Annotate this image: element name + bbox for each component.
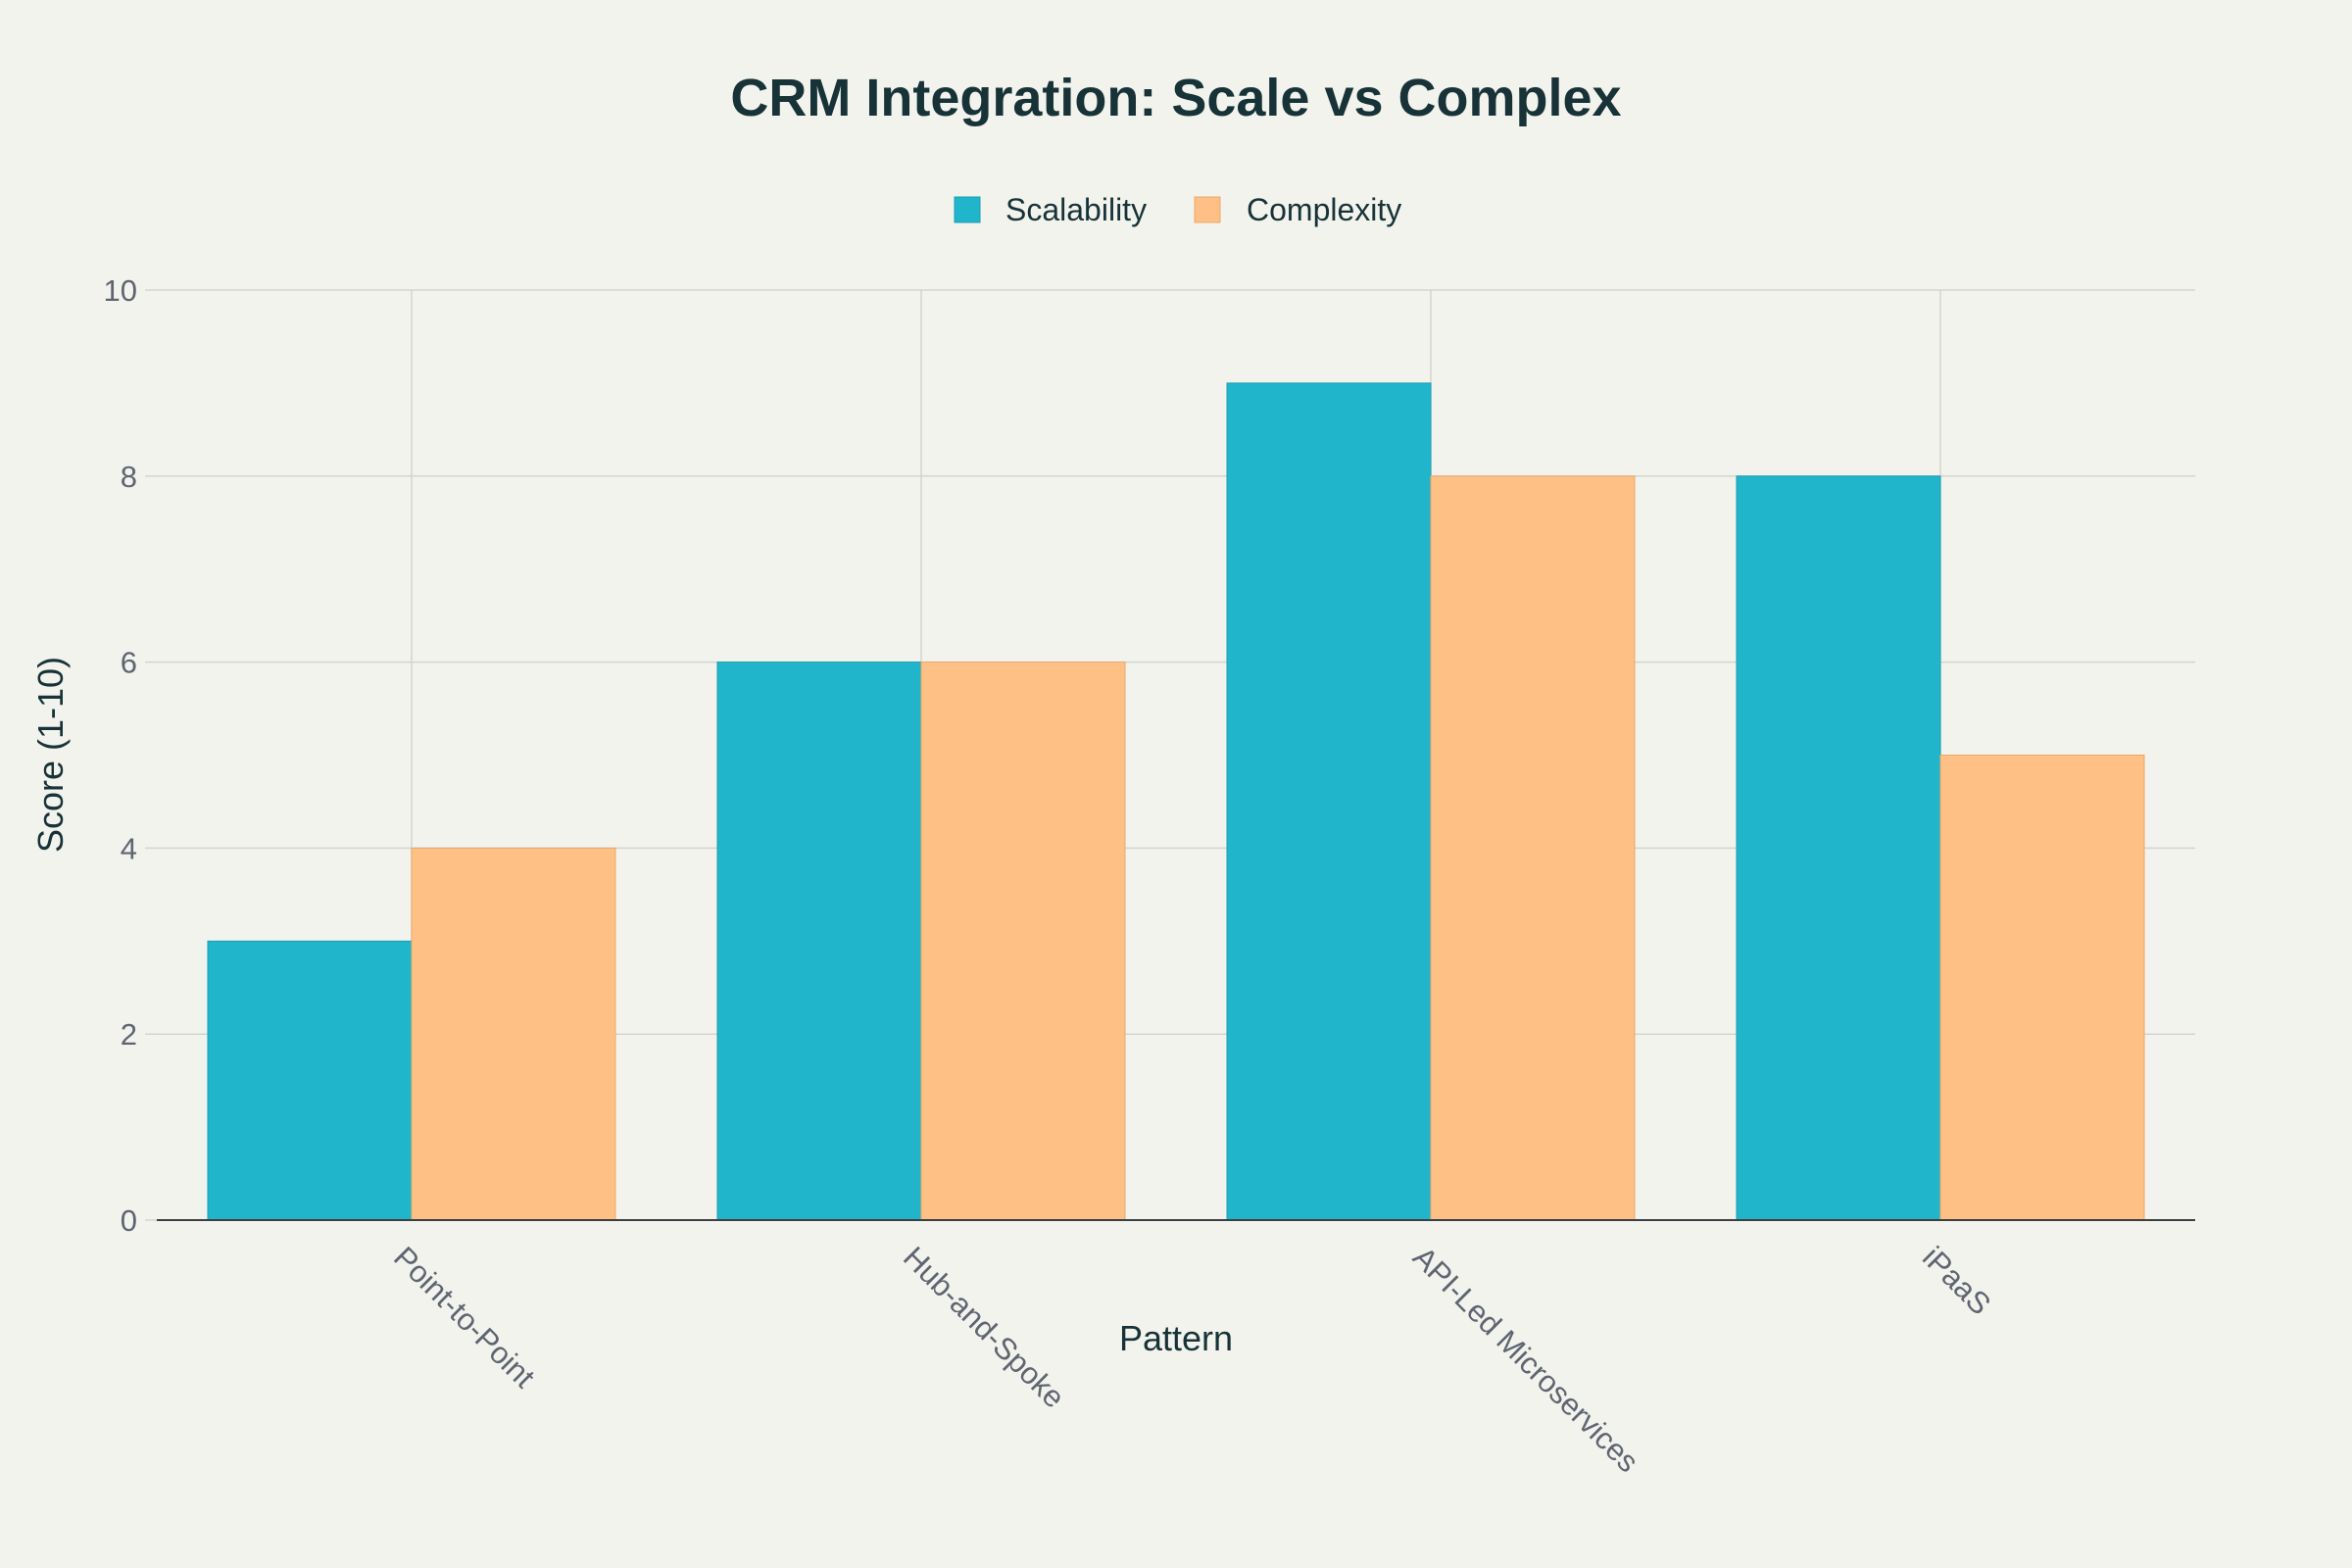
legend-label-scalability: Scalability [1005, 192, 1147, 227]
chart-title: CRM Integration: Scale vs Complex [730, 69, 1621, 127]
y-tick-label-0: 0 [121, 1203, 137, 1238]
bar-scalability-hub-and-spoke [716, 662, 922, 1221]
y-tick-label-8: 8 [121, 460, 137, 494]
x-tick-label-point-to-point: Point-to-Point [387, 1240, 542, 1395]
bar-complexity-point-to-point [411, 847, 616, 1221]
legend-swatch-complexity [1194, 196, 1221, 223]
x-axis-ticks: Point-to-Point Hub-and-Spoke API-Led Micro… [387, 1240, 1997, 1479]
legend-swatch-scalability [954, 196, 981, 223]
x-tick-label-ipaas: iPaaS [1916, 1240, 1997, 1321]
y-tick-label-10: 10 [104, 273, 137, 308]
legend: Scalability Complexity [954, 192, 1401, 227]
y-tick-label-6: 6 [121, 646, 137, 680]
x-tick-label-api-led-microservices: API-Led Microservices [1406, 1240, 1645, 1479]
y-axis-title: Score (1-10) [30, 657, 71, 853]
bar-complexity-ipaas [1939, 755, 2145, 1221]
bar-scalability-ipaas [1736, 475, 1941, 1221]
x-axis-title: Pattern [1119, 1318, 1233, 1358]
bars [207, 382, 2145, 1221]
bar-scalability-api-led-microservices [1226, 382, 1432, 1221]
x-tick-label-hub-and-spoke: Hub-and-Spoke [897, 1240, 1071, 1414]
y-axis-ticks: 0 2 4 6 8 10 [104, 273, 157, 1238]
bar-scalability-point-to-point [207, 940, 413, 1221]
y-tick-label-2: 2 [121, 1017, 137, 1052]
bar-complexity-api-led-microservices [1430, 475, 1636, 1221]
bar-complexity-hub-and-spoke [920, 662, 1126, 1221]
y-tick-label-4: 4 [121, 831, 137, 865]
legend-label-complexity: Complexity [1247, 192, 1401, 227]
